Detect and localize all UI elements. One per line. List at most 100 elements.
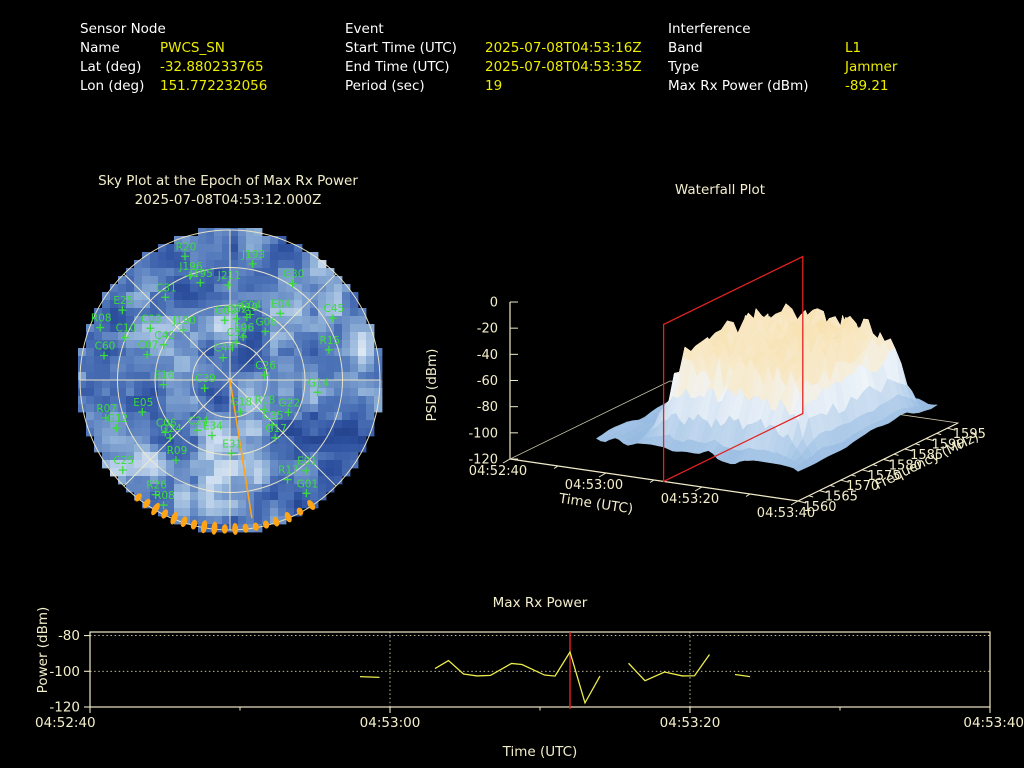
svg-text:C06: C06	[156, 417, 177, 429]
satellite-marker	[151, 490, 160, 499]
svg-text:E34: E34	[203, 420, 223, 432]
svg-text:C35: C35	[263, 410, 284, 422]
satellite-marker	[143, 350, 152, 359]
svg-text:04:52:40: 04:52:40	[469, 464, 527, 479]
field-value: -32.880233765	[160, 59, 264, 75]
svg-text:-20: -20	[477, 322, 498, 337]
svg-text:R18: R18	[255, 395, 276, 407]
field-label: Start Time (UTC)	[345, 40, 457, 56]
satellite-marker	[302, 489, 311, 498]
satellite-marker	[227, 449, 236, 458]
satellite-marker	[200, 384, 209, 393]
svg-text:1580: 1580	[889, 458, 922, 473]
svg-text:C39: C39	[195, 373, 216, 385]
svg-text:G06: G06	[256, 316, 278, 328]
svg-text:R09: R09	[167, 445, 188, 457]
svg-text:E16: E16	[154, 370, 174, 382]
satellite-marker	[180, 252, 189, 261]
field-label: End Time (UTC)	[345, 59, 450, 75]
field-value: L1	[845, 40, 862, 56]
svg-text:R08: R08	[91, 313, 112, 325]
satellite-marker	[196, 278, 205, 287]
svg-text:04:52:40: 04:52:40	[35, 715, 96, 731]
svg-text:C26: C26	[255, 360, 276, 372]
field-label: Band	[668, 40, 703, 56]
svg-text:E25: E25	[113, 295, 133, 307]
satellite-marker	[261, 327, 270, 336]
svg-text:0: 0	[490, 296, 498, 311]
satellite-marker	[284, 408, 293, 417]
satellite-marker	[232, 314, 241, 323]
svg-text:G09: G09	[215, 305, 237, 317]
svg-text:J190: J190	[172, 315, 196, 327]
timeseries-power-axis-label: Power (dBm)	[35, 606, 51, 694]
svg-text:C45: C45	[324, 303, 345, 315]
skyplot-title-block: Sky Plot at the Epoch of Max Rx Power 20…	[38, 172, 418, 210]
waterfall-epoch-plane	[662, 255, 804, 483]
timeseries-title: Max Rx Power	[492, 595, 588, 611]
svg-text:1595: 1595	[953, 427, 986, 442]
waterfall-surface	[595, 302, 939, 472]
field-value: 19	[485, 78, 503, 94]
satellite-marker	[248, 259, 257, 268]
svg-text:G17: G17	[265, 423, 287, 435]
satellite-marker	[260, 371, 269, 380]
field-value: Jammer	[845, 59, 898, 75]
svg-text:-100: -100	[49, 664, 80, 680]
svg-text:J211: J211	[217, 270, 241, 282]
field-label: Type	[668, 59, 700, 75]
satellite-marker	[245, 310, 254, 319]
section-title-interference: Interference	[668, 21, 751, 37]
satellite-marker	[276, 309, 285, 318]
skyplot-subtitle: 2025-07-08T04:53:12.000Z	[134, 192, 322, 208]
satellite-marker	[118, 306, 127, 315]
svg-text:R08: R08	[154, 490, 175, 502]
sensor-node-panel: Sensor Node Name PWCS_SN Lat (deg) -32.880…	[80, 20, 267, 96]
svg-text:R07: R07	[96, 403, 117, 415]
svg-text:C25: C25	[113, 455, 134, 467]
skyplot-horizon-markers	[134, 493, 316, 535]
svg-text:J195: J195	[189, 268, 213, 280]
svg-text:04:53:20: 04:53:20	[661, 492, 719, 507]
svg-text:04:53:00: 04:53:00	[360, 715, 421, 731]
svg-text:C32: C32	[227, 327, 248, 339]
satellite-marker	[159, 340, 168, 349]
svg-text:C07: C07	[138, 340, 159, 352]
satellite-marker	[159, 380, 168, 389]
waterfall-title: Waterfall Plot	[674, 182, 766, 198]
satellite-marker	[185, 271, 194, 280]
satellite-marker	[219, 353, 228, 362]
svg-text:C31: C31	[156, 282, 177, 294]
satellite-marker	[283, 475, 292, 484]
satellite-marker	[179, 326, 188, 335]
svg-text:-120: -120	[49, 700, 80, 716]
event-panel: Event Start Time (UTC) 2025-07-08T04:53:1…	[345, 20, 642, 96]
field-value: 2025-07-08T04:53:35Z	[485, 59, 642, 75]
svg-text:-80: -80	[58, 628, 80, 644]
svg-text:C03: C03	[141, 313, 162, 325]
section-title-event: Event	[345, 21, 384, 37]
svg-text:C02: C02	[227, 304, 248, 316]
svg-text:G12: G12	[107, 413, 129, 425]
svg-text:R17: R17	[278, 465, 299, 477]
svg-text:C04: C04	[241, 300, 262, 312]
svg-text:R15: R15	[319, 335, 340, 347]
svg-text:C44: C44	[214, 343, 235, 355]
skyplot-title: Sky Plot at the Epoch of Max Rx Power	[98, 173, 358, 189]
satellite-marker	[96, 323, 105, 332]
svg-text:04:53:40: 04:53:40	[757, 506, 815, 521]
satellite-marker	[288, 279, 297, 288]
svg-text:-80: -80	[477, 400, 498, 415]
skyplot-bearing-line	[229, 379, 253, 519]
satellite-marker	[159, 501, 168, 510]
field-value: 2025-07-08T04:53:16Z	[485, 40, 642, 56]
satellite-marker	[161, 293, 170, 302]
satellite-marker	[166, 433, 175, 442]
satellite-marker	[268, 421, 277, 430]
svg-text:E05: E05	[133, 397, 153, 409]
svg-text:1575: 1575	[867, 469, 900, 484]
